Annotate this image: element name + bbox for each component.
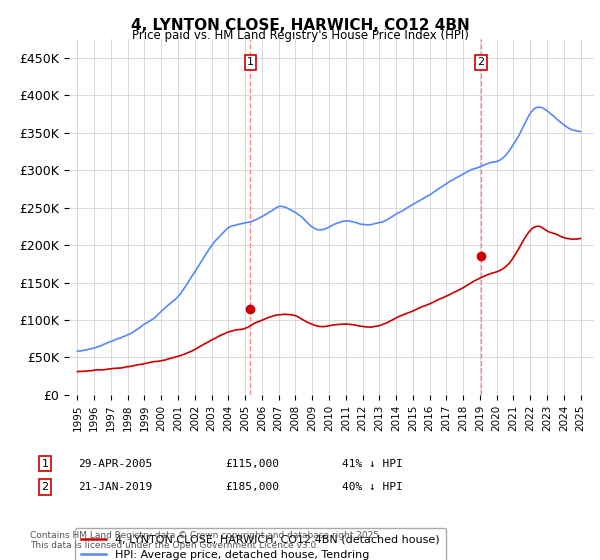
Text: 4, LYNTON CLOSE, HARWICH, CO12 4BN: 4, LYNTON CLOSE, HARWICH, CO12 4BN [131,18,469,33]
Text: 1: 1 [247,57,254,67]
Text: 21-JAN-2019: 21-JAN-2019 [78,482,152,492]
Legend: 4, LYNTON CLOSE, HARWICH, CO12 4BN (detached house), HPI: Average price, detache: 4, LYNTON CLOSE, HARWICH, CO12 4BN (deta… [74,528,446,560]
Text: Price paid vs. HM Land Registry's House Price Index (HPI): Price paid vs. HM Land Registry's House … [131,29,469,42]
Text: £185,000: £185,000 [225,482,279,492]
Text: 41% ↓ HPI: 41% ↓ HPI [342,459,403,469]
Text: Contains HM Land Registry data © Crown copyright and database right 2025.
This d: Contains HM Land Registry data © Crown c… [30,530,382,550]
Text: 40% ↓ HPI: 40% ↓ HPI [342,482,403,492]
Text: 1: 1 [41,459,49,469]
Text: £115,000: £115,000 [225,459,279,469]
Text: 2: 2 [478,57,485,67]
Text: 29-APR-2005: 29-APR-2005 [78,459,152,469]
Text: 2: 2 [41,482,49,492]
